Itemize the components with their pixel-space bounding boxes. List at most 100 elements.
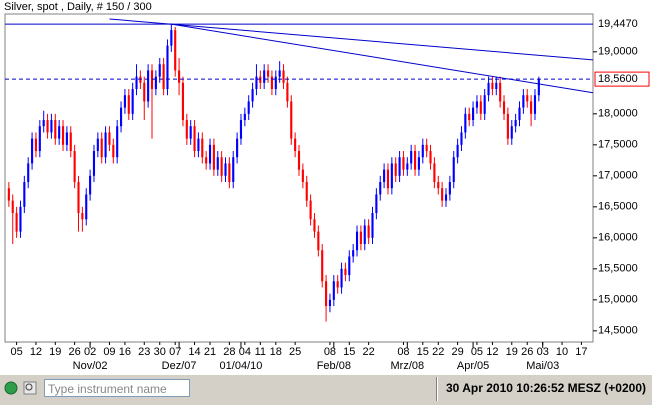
candle-body: [522, 95, 525, 108]
x-tick-label: 21: [204, 346, 216, 358]
candle-body: [236, 138, 239, 158]
x-tick-label: 26: [69, 346, 81, 358]
candle-body: [100, 138, 103, 158]
candle-body: [472, 107, 475, 121]
month-label: Mrz/08: [391, 360, 425, 372]
x-tick-label: 08: [324, 346, 336, 358]
toolbar-icons: [4, 381, 37, 395]
candle-body: [92, 151, 96, 176]
candle-body: [286, 82, 289, 102]
candle-body: [181, 82, 185, 121]
candle-body: [313, 219, 316, 232]
candle-body: [116, 126, 119, 158]
y-tick-label: 17,0000: [598, 170, 638, 182]
instrument-search[interactable]: Type instrument name: [44, 379, 190, 397]
candle-body: [31, 138, 34, 164]
candle-body: [344, 268, 347, 276]
candle-body: [468, 113, 471, 121]
candle-body: [282, 70, 285, 83]
candle-body: [174, 30, 177, 71]
x-tick-label: 10: [556, 346, 568, 358]
status-time: 30 Apr 2010 10:26:52 MESZ (+0200): [446, 381, 646, 395]
candle-body: [205, 157, 208, 164]
candle-body: [359, 231, 362, 245]
candle-body: [294, 138, 297, 152]
candle-body: [208, 144, 212, 164]
separator: [436, 377, 438, 401]
candle-body: [452, 157, 455, 183]
x-tick-label: 11: [255, 346, 266, 358]
candle-body: [178, 70, 181, 83]
candle-body: [487, 82, 490, 96]
x-tick-label: 05: [10, 346, 22, 358]
candle-body: [201, 138, 204, 158]
candle-body: [479, 101, 482, 114]
candle-body: [495, 82, 498, 90]
candle-body: [69, 132, 72, 152]
candle-body: [336, 281, 339, 288]
candle-body: [247, 101, 250, 114]
connection-icon[interactable]: [4, 381, 18, 395]
candle-body: [340, 268, 343, 288]
candle-body: [54, 120, 57, 139]
candle-body: [150, 70, 154, 90]
x-tick-label: 19: [49, 346, 61, 358]
month-label: Feb/08: [317, 360, 351, 372]
candle-body: [321, 250, 324, 282]
candle-body: [38, 126, 41, 152]
candle-body: [158, 64, 161, 77]
x-tick-label: 15: [343, 346, 355, 358]
candle-body: [460, 132, 463, 145]
candle-body: [328, 299, 332, 307]
x-tick-label: 18: [270, 346, 282, 358]
candle-body: [228, 163, 231, 183]
x-tick-label: 19: [506, 346, 518, 358]
x-tick-label: 07: [169, 346, 181, 358]
candle-body: [305, 182, 308, 201]
x-tick-label: 28: [223, 346, 235, 358]
y-tick-label: 15,0000: [598, 294, 638, 306]
candle-body: [135, 76, 138, 90]
candle-body: [112, 144, 115, 158]
candle-body: [243, 113, 246, 121]
y-tick-label: 18,0000: [598, 108, 638, 120]
candle-body: [266, 70, 270, 77]
candle-body: [104, 132, 107, 158]
candle-body: [464, 113, 467, 133]
y-tick-label: 19,0000: [598, 46, 638, 58]
y-tick-label: 16,0000: [598, 232, 638, 244]
candle-body: [506, 113, 509, 139]
candle-body: [162, 64, 165, 90]
month-label: Dez/07: [162, 360, 197, 372]
candle-body: [441, 188, 444, 201]
candle-body: [398, 157, 401, 176]
candle-body: [363, 225, 366, 245]
candle-body: [317, 231, 320, 251]
x-tick-label: 03: [537, 346, 549, 358]
x-tick-label: 05: [471, 346, 483, 358]
candle-body: [154, 76, 157, 90]
y-tick-label: 14,5000: [598, 325, 638, 337]
level-label-box: [594, 71, 650, 87]
candle-body: [270, 76, 273, 90]
candle-body: [325, 281, 328, 307]
candle-body: [34, 138, 38, 152]
candle-body: [170, 30, 173, 46]
candle-body: [375, 194, 378, 214]
candle-body: [297, 151, 301, 170]
candle-body: [429, 151, 432, 164]
candle-body: [402, 157, 405, 170]
candle-body: [61, 126, 65, 145]
month-label: Nov/02: [73, 360, 108, 372]
candle-body: [255, 76, 258, 90]
y-tick-label: 15,5000: [598, 263, 638, 275]
candle-body: [232, 157, 235, 183]
candle-body: [491, 82, 494, 90]
candle-body: [425, 144, 428, 152]
candle-body: [499, 82, 502, 102]
candle-body: [65, 132, 68, 145]
x-tick-label: 22: [432, 346, 444, 358]
candle-body: [189, 126, 192, 139]
candle-body: [421, 144, 424, 158]
candle-body: [371, 213, 374, 238]
